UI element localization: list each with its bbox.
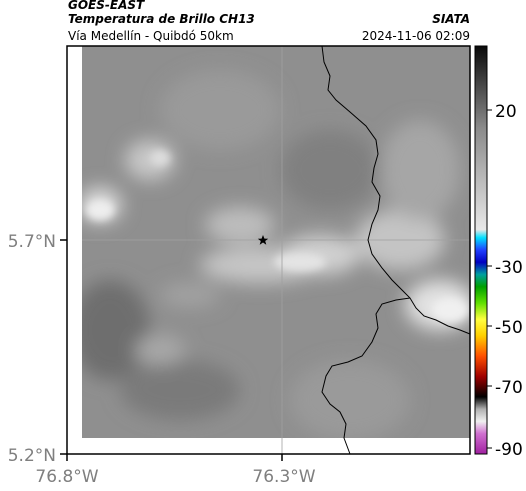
lat-tick-label: 5.2°N [8, 446, 56, 466]
colorbar: 20 -30 -50 -70 -90 [474, 45, 523, 460]
satellite-image [82, 46, 470, 438]
lon-tick-label: 76.8°W [35, 467, 98, 487]
colorbar-label: -70 [495, 378, 523, 398]
agency-label: SIATA [432, 12, 470, 26]
colorbar-label: -50 [495, 318, 523, 338]
product-title: Temperatura de Brillo CH13 [68, 12, 255, 26]
boundary-line [321, 45, 471, 335]
boundary-line-south [321, 297, 411, 455]
colorbar-label: -30 [495, 258, 523, 278]
colorbar-label: 20 [495, 102, 517, 122]
datetime-label: 2024-11-06 02:09 [361, 29, 470, 43]
region-subtitle: Vía Medellín - Quibdó 50km [68, 29, 234, 43]
star-marker [257, 235, 269, 245]
map-frame [66, 45, 471, 455]
lon-tick-label: 76.3°W [252, 467, 315, 487]
satellite-title: GOES-EAST [68, 0, 145, 12]
colorbar-label: -90 [495, 440, 523, 460]
lat-tick-label: 5.7°N [8, 232, 56, 252]
